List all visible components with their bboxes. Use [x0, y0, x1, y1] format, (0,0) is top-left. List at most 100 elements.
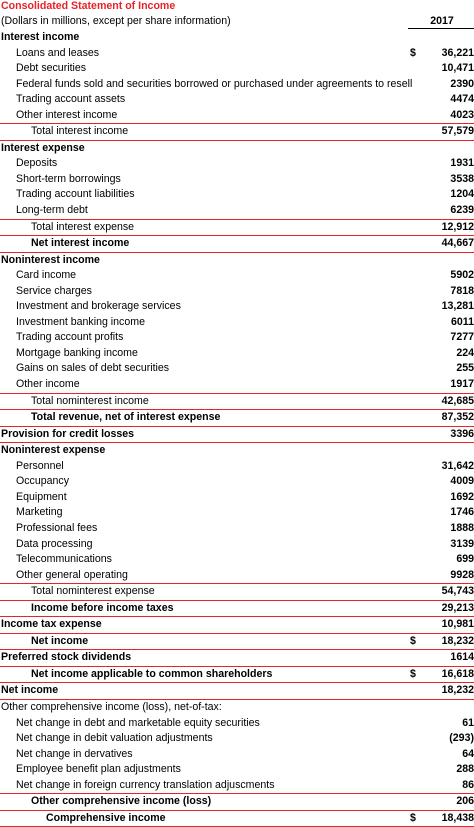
statement-row: Other income 1917 [0, 377, 474, 394]
row-value: 3396 [450, 427, 474, 440]
row-label: Investment and brokerage services [16, 300, 181, 313]
row-value: 31,642 [441, 459, 474, 472]
statement-row: Income before income taxes 29,213 [0, 601, 474, 618]
statement-row: Other comprehensive income (loss), net-o… [0, 700, 474, 716]
row-label: Income before income taxes [31, 601, 174, 614]
row-value: 7277 [450, 331, 474, 344]
statement-row: Data processing 3139 [0, 537, 474, 553]
row-value: 1614 [450, 651, 474, 664]
statement-row: Debt securities 10,471 [0, 61, 474, 77]
row-value: 12,912 [441, 220, 474, 233]
statement-row: Comprehensive income $18,438 [0, 811, 474, 827]
row-value: 57,579 [441, 125, 474, 138]
statement-row: Total revenue, net of interest expense 87… [0, 410, 474, 427]
statement-row: Long-term debt 6239 [0, 203, 474, 220]
row-value: 10,981 [441, 618, 474, 631]
row-label: Telecommunications [16, 553, 112, 566]
row-value: 1931 [450, 157, 474, 170]
row-label: Other comprehensive income (loss) [31, 795, 212, 808]
row-label: Deposits [16, 157, 58, 170]
row-label: Net income applicable to common sharehol… [31, 667, 273, 680]
row-value: 6239 [450, 204, 474, 217]
row-label: Professional fees [16, 521, 98, 534]
row-value: 44,667 [441, 237, 474, 250]
row-label: Other comprehensive income (loss), net-o… [1, 700, 222, 713]
row-value: 288 [456, 763, 474, 776]
row-value: 36,221 [441, 46, 474, 59]
statement-row: Total nominterest income 42,685 [0, 394, 474, 411]
statement-row: Trading account assets 4474 [0, 92, 474, 108]
row-label: Trading account assets [16, 93, 126, 106]
row-value: 255 [456, 362, 474, 375]
row-value: 3538 [450, 172, 474, 185]
statement-row: Net income 18,232 [0, 683, 474, 700]
row-label: Long-term debt [16, 204, 88, 217]
statement-row: Trading account profits 7277 [0, 330, 474, 346]
row-value: 87,352 [441, 411, 474, 424]
currency-symbol: $ [410, 811, 416, 824]
year-column-header: 2017 [430, 15, 454, 27]
row-label: Net income [1, 684, 59, 697]
row-label: Gains on sales of debt securities [16, 362, 170, 375]
row-label: Net change in dervatives [16, 747, 133, 760]
statement-row: Total interest expense 12,912 [0, 220, 474, 237]
statement-row: Equipment 1692 [0, 490, 474, 506]
row-label: Provision for credit losses [1, 427, 135, 440]
currency-symbol: $ [410, 46, 416, 59]
row-label: Federal funds sold and securities borrow… [16, 77, 413, 90]
row-label: Occupancy [16, 475, 69, 488]
statement-row: Total interest income 57,579 [0, 124, 474, 141]
row-value: 18,232 [441, 684, 474, 697]
statement-row: Preferred stock dividends 1614 [0, 650, 474, 667]
statement-row: Investment banking income 6011 [0, 315, 474, 331]
row-label: Total revenue, net of interest expense [31, 411, 221, 424]
row-value: 206 [456, 795, 474, 808]
statement-row: Provision for credit losses 3396 [0, 427, 474, 444]
row-label: Loans and leases [16, 46, 100, 59]
statement-row: Noninterest income [0, 253, 474, 269]
row-label: Other income [16, 378, 80, 391]
statement-rows: Interest income Loans and leases $36,221 De… [0, 30, 474, 827]
row-value: 2390 [450, 77, 474, 90]
row-value: 3139 [450, 537, 474, 550]
statement-row: Income tax expense 10,981 [0, 617, 474, 634]
row-label: Net change in debit valuation adjustment… [16, 732, 213, 745]
statement-row: Other general operating 9928 [0, 568, 474, 585]
statement-row: Trading account liabilities 1204 [0, 187, 474, 203]
row-value: 9928 [450, 568, 474, 581]
row-value: 1204 [450, 188, 474, 201]
row-label: Total nominterest income [31, 394, 149, 407]
statement-row: Net income applicable to common sharehol… [0, 667, 474, 684]
statement-row: Noninterest expense [0, 443, 474, 459]
row-label: Card income [16, 269, 77, 282]
row-value: 1888 [450, 521, 474, 534]
row-value: 1746 [450, 506, 474, 519]
row-value: 4009 [450, 475, 474, 488]
row-label: Net change in foreign currency translati… [16, 778, 275, 791]
statement-row: Net income $18,232 [0, 634, 474, 651]
statement-row: Personnel 31,642 [0, 459, 474, 475]
row-label: Net income [31, 634, 89, 647]
year-underline [408, 28, 474, 29]
statement-row: Interest expense [0, 141, 474, 157]
statement-row: Card income 5902 [0, 268, 474, 284]
row-label: Comprehensive income [46, 811, 166, 824]
row-value: 4023 [450, 108, 474, 121]
statement-header: (Dollars in millions, except per share i… [0, 12, 474, 30]
row-label: Interest income [1, 31, 80, 43]
row-value: 1917 [450, 378, 474, 391]
row-label: Mortgage banking income [16, 346, 138, 359]
row-label: Investment banking income [16, 315, 145, 328]
row-label: Equipment [16, 490, 67, 503]
row-label: Employee benefit plan adjustments [16, 763, 181, 776]
row-label: Noninterest income [1, 253, 100, 266]
row-value: 6011 [451, 315, 474, 328]
row-value: (293) [449, 732, 474, 745]
statement-row: Net interest income 44,667 [0, 236, 474, 253]
row-label: Debt securities [16, 62, 87, 75]
row-label: Total nominterest expense [31, 585, 155, 598]
row-value: 7818 [450, 284, 474, 297]
statement-row: Net change in debit valuation adjustment… [0, 731, 474, 747]
row-value: 64 [462, 747, 474, 760]
